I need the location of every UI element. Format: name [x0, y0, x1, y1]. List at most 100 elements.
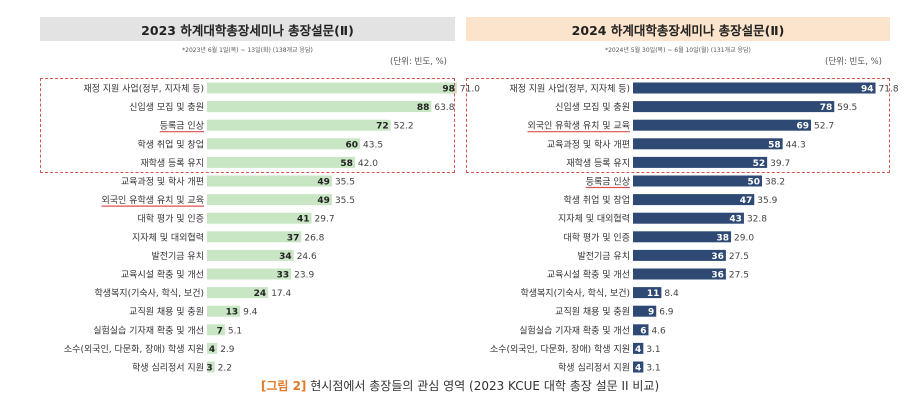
category-label: 재정 지원 사업(정부, 지자체 등) — [83, 84, 204, 95]
bar — [207, 249, 294, 261]
unit-label-2024: (단위: 빈도, %) — [825, 57, 882, 67]
percent-label: 52.7 — [814, 122, 834, 132]
bar-value-label: 41 — [297, 215, 310, 225]
category-label: 재학생 등록 유지 — [140, 158, 204, 169]
percent-label: 32.8 — [747, 215, 767, 225]
category-label: 실험실습 기자재 확충 및 개선 — [519, 324, 630, 336]
category-label: 재학생 등록 유지 — [566, 158, 630, 169]
category-label: 신입생 모집 및 충원 — [555, 101, 630, 113]
bar-value-label: 94 — [861, 85, 874, 95]
category-label: 발전기금 유치 — [577, 250, 630, 262]
bar-value-label: 58 — [768, 140, 781, 150]
percent-label: 17.4 — [271, 289, 291, 299]
percent-label: 3.1 — [646, 345, 660, 355]
bar — [207, 324, 225, 336]
category-label: 소수(외국인, 다문화, 장애) 학생 지원 — [490, 343, 630, 355]
percent-label: 42.0 — [358, 159, 378, 169]
percent-label: 26.8 — [304, 233, 324, 243]
bar-value-label: 52 — [753, 159, 766, 169]
bar — [633, 305, 657, 317]
percent-label: 39.7 — [770, 159, 790, 169]
percent-label: 35.9 — [757, 196, 777, 206]
category-label: 교직원 채용 및 충원 — [129, 306, 204, 318]
percent-label: 52.2 — [394, 122, 414, 132]
chart-title-2023: 2023 하계대학총장세미나 총장설문(Ⅱ) — [40, 17, 455, 41]
bar — [633, 324, 649, 336]
bar-value-label: 7 — [217, 326, 223, 336]
bar — [633, 287, 662, 299]
chart-title-2024: 2024 하계대학총장세미나 총장설문(Ⅱ) — [466, 17, 890, 41]
survey-note-2023: *2023년 6월 1일(목) ~ 13일(화) (138개교 응답) — [182, 47, 313, 54]
bar — [207, 82, 457, 94]
bar — [633, 119, 812, 131]
percent-label: 43.5 — [363, 140, 383, 150]
bar — [207, 268, 292, 280]
bar — [207, 212, 312, 224]
bar — [633, 175, 762, 187]
category-label: 외국인 유학생 유치 및 교육 — [101, 194, 204, 206]
bar-value-label: 13 — [226, 308, 239, 318]
bar-value-label: 49 — [317, 178, 330, 188]
bar-value-label: 36 — [711, 271, 724, 281]
bar — [207, 119, 391, 131]
figure-number: [그림 2] — [260, 379, 307, 393]
bar — [633, 212, 744, 224]
category-label: 교육시설 확충 및 개선 — [121, 269, 204, 281]
bar-value-label: 33 — [277, 271, 290, 281]
percent-label: 44.3 — [786, 140, 806, 150]
category-label: 소수(외국인, 다문화, 장애) 학생 지원 — [64, 343, 204, 355]
bar-value-label: 60 — [345, 140, 358, 150]
bar — [207, 305, 241, 317]
bar-value-label: 49 — [317, 196, 330, 206]
bar-value-label: 38 — [717, 233, 730, 243]
percent-label: 2.2 — [218, 364, 232, 374]
bar — [633, 268, 726, 280]
bar — [633, 156, 768, 168]
bar-value-label: 47 — [740, 196, 753, 206]
bar — [633, 231, 732, 243]
bar-value-label: 58 — [340, 159, 353, 169]
bar-value-label: 50 — [747, 178, 760, 188]
survey-note-2024: *2024년 5월 30일(목) ~ 6월 10일(월) (131개교 응답) — [605, 47, 751, 54]
bar — [207, 175, 332, 187]
percent-label: 23.9 — [294, 271, 314, 281]
bar-value-label: 37 — [287, 233, 300, 243]
figure-caption: [그림 2] 현시점에서 총장들의 관심 영역 (2023 KCUE 대학 총장… — [0, 377, 920, 394]
category-label: 학생 심리정서 지원 — [132, 363, 204, 374]
category-label: 실험실습 기자재 확충 및 개선 — [93, 324, 204, 336]
bar-value-label: 43 — [729, 215, 742, 225]
bar — [207, 231, 302, 243]
bar-value-label: 3 — [206, 364, 212, 374]
bar — [633, 82, 876, 94]
percent-label: 24.6 — [297, 252, 317, 262]
category-label: 학생 심리정서 지원 — [558, 363, 630, 374]
bar-value-label: 69 — [796, 122, 809, 132]
percent-label: 35.5 — [335, 178, 355, 188]
bar — [207, 138, 360, 150]
percent-label: 9.4 — [243, 308, 258, 318]
bar-value-label: 72 — [376, 122, 389, 132]
bar — [207, 101, 432, 113]
percent-label: 38.2 — [765, 178, 785, 188]
category-label: 대학 평가 및 인증 — [563, 231, 630, 243]
bar-value-label: 78 — [820, 103, 833, 113]
bar — [207, 287, 269, 299]
bar — [633, 194, 755, 206]
percent-label: 29.0 — [734, 233, 754, 243]
percent-label: 3.1 — [646, 364, 660, 374]
bar — [633, 101, 835, 113]
unit-label-2023: (단위: 빈도, %) — [390, 57, 447, 67]
percent-label: 35.5 — [335, 196, 355, 206]
bar — [207, 194, 332, 206]
category-label: 교직원 채용 및 충원 — [555, 306, 630, 318]
category-label: 발전기금 유치 — [151, 250, 204, 262]
percent-label: 29.7 — [315, 215, 335, 225]
bar-value-label: 9 — [648, 308, 654, 318]
percent-label: 27.5 — [729, 271, 749, 281]
category-label: 신입생 모집 및 충원 — [129, 101, 204, 113]
percent-label: 2.9 — [220, 345, 235, 355]
category-label: 지자체 및 대외협력 — [132, 231, 204, 243]
bar — [633, 361, 644, 373]
category-label: 학생복지(기숙사, 학식, 보건) — [94, 288, 204, 299]
